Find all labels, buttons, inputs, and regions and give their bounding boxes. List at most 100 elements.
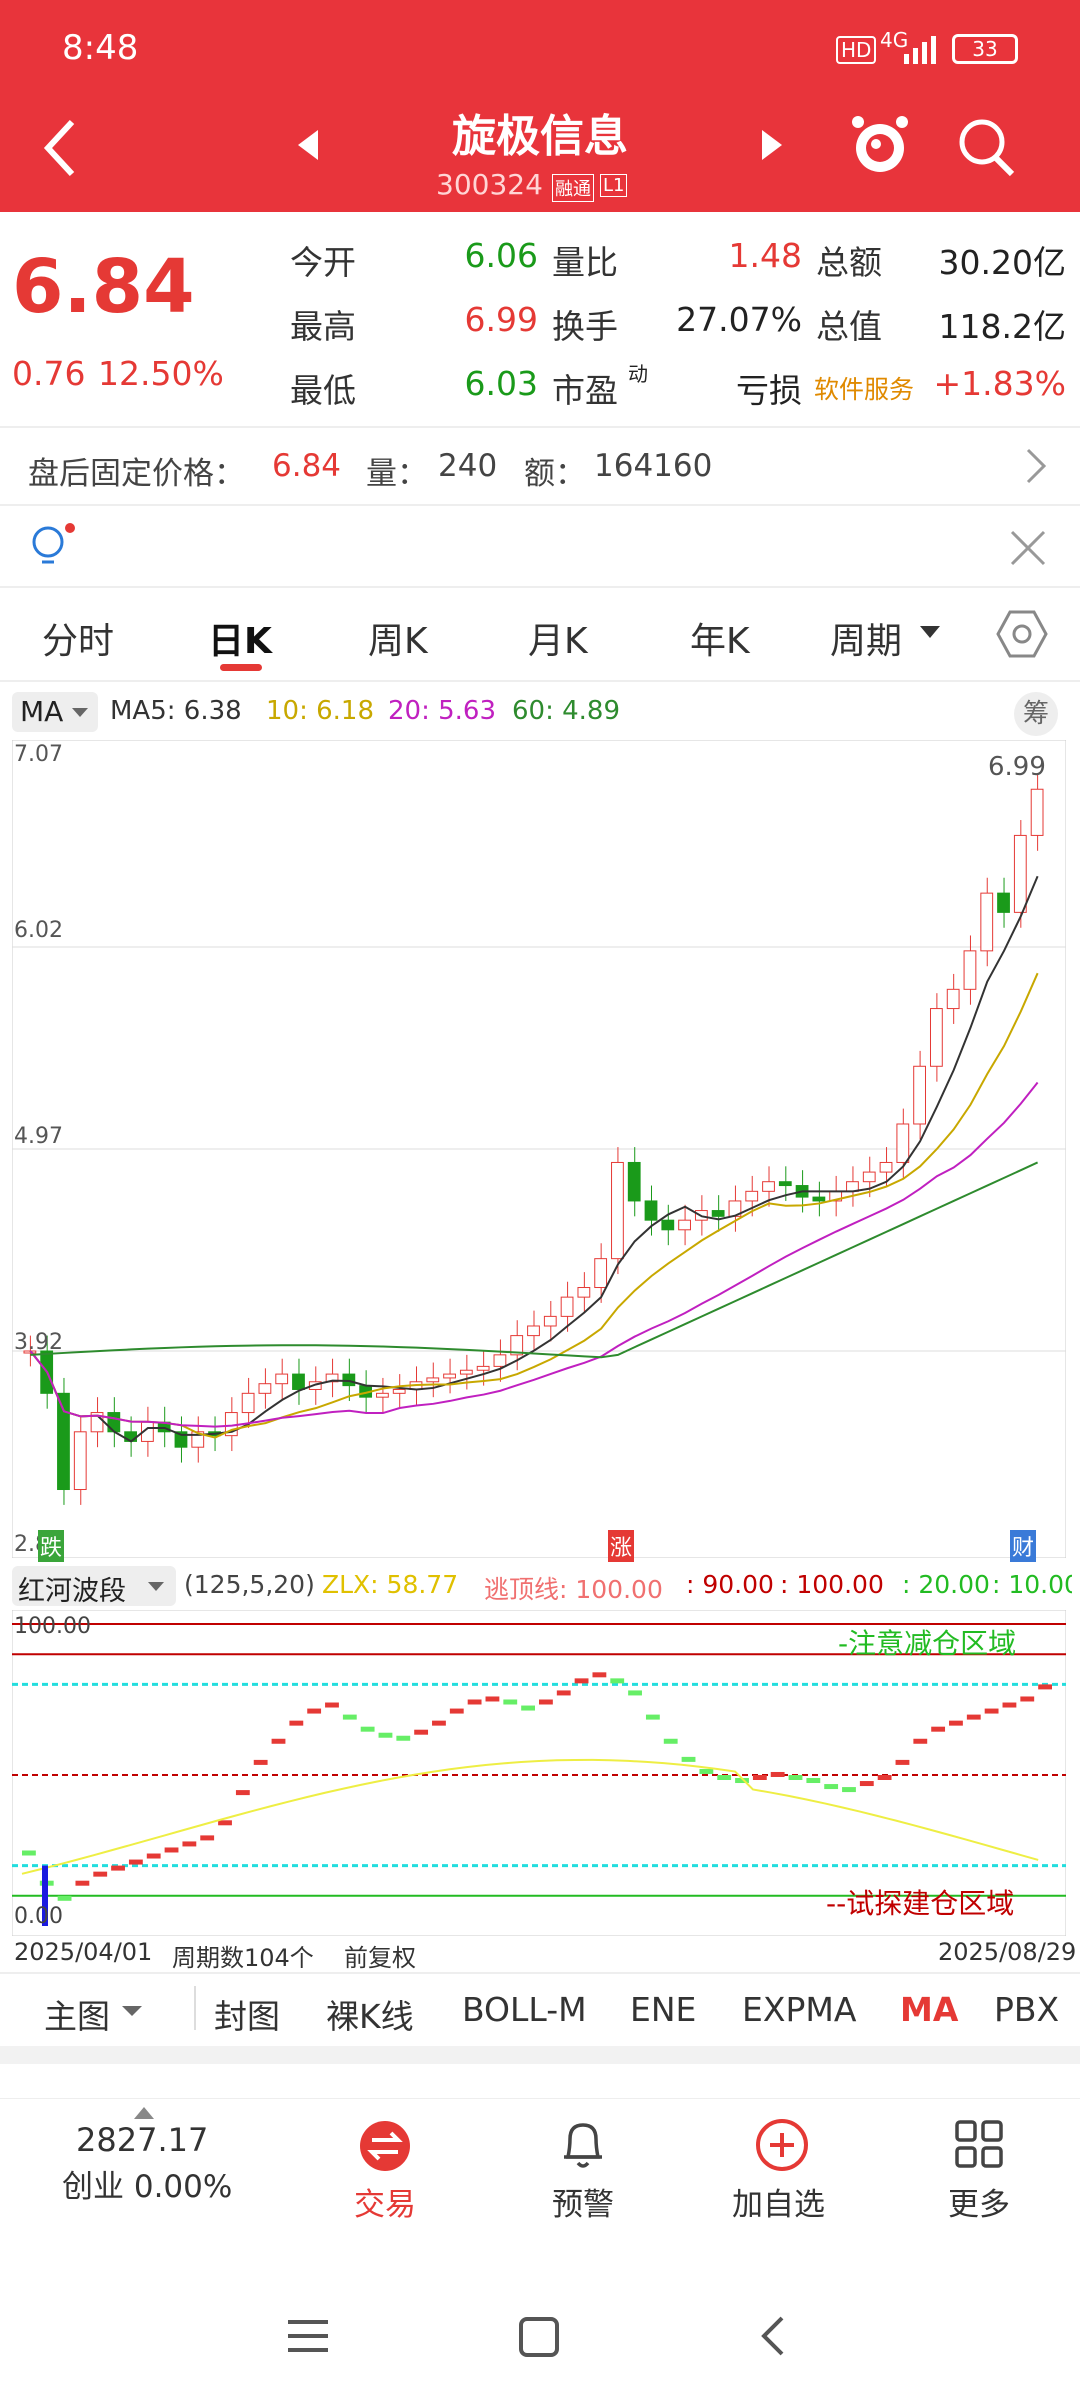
prev-stock-icon[interactable]	[298, 130, 322, 160]
search-icon[interactable]	[956, 116, 1016, 180]
system-back-icon[interactable]	[758, 2314, 788, 2358]
home-icon[interactable]	[518, 2316, 560, 2358]
indicator-fengtu[interactable]: 封图	[214, 1997, 280, 2036]
band-mark	[842, 1787, 856, 1793]
band-mark	[984, 1708, 999, 1714]
candle	[980, 892, 994, 952]
volume-ratio-label: 量比	[552, 243, 618, 282]
chips-button[interactable]: 筹	[1014, 692, 1058, 736]
band-mark	[1002, 1702, 1017, 1708]
candle	[23, 1350, 37, 1354]
settings-icon[interactable]	[996, 608, 1048, 660]
quote-panel: 6.84 0.76 12.50% 今开 6.06 最高 6.99 最低 6.03…	[0, 212, 1080, 426]
tab-intraday[interactable]: 分时	[42, 621, 115, 662]
index-value[interactable]: 2827.17	[76, 2121, 209, 2159]
grid-icon[interactable]	[954, 2119, 1004, 2169]
indicator-ene[interactable]: ENE	[630, 1990, 697, 2029]
candle	[627, 1161, 641, 1202]
divider	[0, 426, 1080, 428]
tab-weekly[interactable]: 周K	[368, 621, 428, 662]
open-value: 6.06	[464, 236, 538, 275]
band-mark	[663, 1738, 678, 1744]
band-mark	[449, 1708, 464, 1714]
candle	[292, 1373, 305, 1390]
candle	[342, 1373, 356, 1387]
indicator-naked-k[interactable]: 裸K线	[326, 1997, 414, 2036]
band-mark	[770, 1771, 785, 1777]
tab-daily[interactable]: 日K	[208, 621, 272, 662]
band-mark	[93, 1871, 108, 1877]
stock-code: 300324	[436, 168, 543, 201]
candle	[896, 1123, 910, 1163]
band-mark	[806, 1778, 821, 1784]
trade-icon[interactable]	[358, 2119, 412, 2173]
divider	[0, 2046, 1080, 2064]
low-value: 6.03	[464, 364, 538, 403]
band-mark	[859, 1781, 874, 1787]
band-mark	[307, 1708, 322, 1714]
after-hours-price: 6.84	[272, 448, 342, 484]
band-indicator-chart[interactable]	[12, 1610, 1066, 1936]
add-watchlist-icon[interactable]	[754, 2117, 810, 2173]
candle	[745, 1190, 759, 1202]
event-marker[interactable]: 涨	[608, 1530, 635, 1562]
price-axis-label: 7.07	[14, 742, 63, 767]
after-hours-amt-label: 额：	[524, 456, 586, 492]
index-name[interactable]: 创业 0.00%	[62, 2169, 233, 2205]
band-mark	[22, 1850, 36, 1856]
event-marker[interactable]: 财	[1010, 1530, 1037, 1562]
main-chart-selector[interactable]: 主图	[44, 1997, 110, 2036]
candle	[778, 1181, 792, 1187]
event-marker[interactable]: 跌	[38, 1530, 65, 1562]
trade-label[interactable]: 交易	[354, 2187, 416, 2223]
price-axis-label: 6.02	[14, 918, 63, 943]
assistant-icon[interactable]	[848, 110, 912, 180]
candle	[376, 1392, 389, 1398]
band-mark	[539, 1699, 553, 1705]
after-hours-row[interactable]: 盘后固定价格： 6.84 量： 240 额： 164160	[0, 430, 1080, 502]
indicator-name: 红河波段	[18, 1576, 126, 1607]
next-stock-icon[interactable]	[758, 130, 782, 160]
divider	[0, 504, 1080, 506]
indicator-expma[interactable]: EXPMA	[742, 1990, 857, 2029]
adjustment-label[interactable]: 前复权	[344, 1944, 416, 1972]
period-count: 周期数104个	[172, 1944, 314, 1972]
back-icon[interactable]	[40, 118, 80, 178]
ma-selector[interactable]: MA	[12, 692, 98, 732]
indicator-selector[interactable]: 红河波段	[12, 1566, 176, 1607]
indicator-pbx[interactable]: PBX	[994, 1990, 1060, 2029]
candle	[275, 1373, 289, 1385]
close-icon[interactable]	[1008, 528, 1048, 568]
add-watchlist-label[interactable]: 加自选	[732, 2187, 825, 2223]
band-mark	[699, 1768, 714, 1774]
sector-link[interactable]: 软件服务	[814, 375, 915, 404]
band-mark	[735, 1778, 749, 1784]
kline-chart[interactable]	[12, 740, 1066, 1558]
lightbulb-icon[interactable]	[26, 518, 76, 574]
indicator-ma[interactable]: MA	[900, 1990, 959, 2029]
amount-label: 总额	[816, 243, 882, 282]
market-cap-value: 118.2亿	[938, 307, 1066, 346]
candle	[577, 1287, 591, 1298]
candle	[107, 1412, 121, 1433]
indicator-axis-top: 100.00	[14, 1614, 91, 1639]
more-label[interactable]: 更多	[948, 2187, 1010, 2223]
tab-yearly[interactable]: 年K	[690, 621, 750, 662]
candle	[560, 1296, 574, 1317]
candle	[1013, 834, 1027, 913]
band-mark	[877, 1775, 892, 1780]
header-bar: 8:48 HD 4G 33 旋极信息 300324 融通 L1	[0, 0, 1080, 212]
reduce-zone-label: -注意减仓区域	[838, 1627, 1017, 1660]
bell-icon[interactable]	[556, 2117, 610, 2171]
tab-monthly[interactable]: 月K	[528, 621, 588, 662]
indicator-boll-m[interactable]: BOLL-M	[462, 1990, 587, 2029]
band-mark	[128, 1859, 143, 1865]
candle	[174, 1431, 188, 1448]
alert-label[interactable]: 预警	[552, 2187, 614, 2223]
candle	[325, 1373, 339, 1383]
chevron-down-icon	[72, 708, 88, 717]
menu-icon[interactable]	[286, 2316, 330, 2356]
after-hours-amt: 164160	[594, 448, 713, 484]
band-mark	[325, 1702, 339, 1708]
tab-period[interactable]: 周期	[830, 621, 903, 662]
